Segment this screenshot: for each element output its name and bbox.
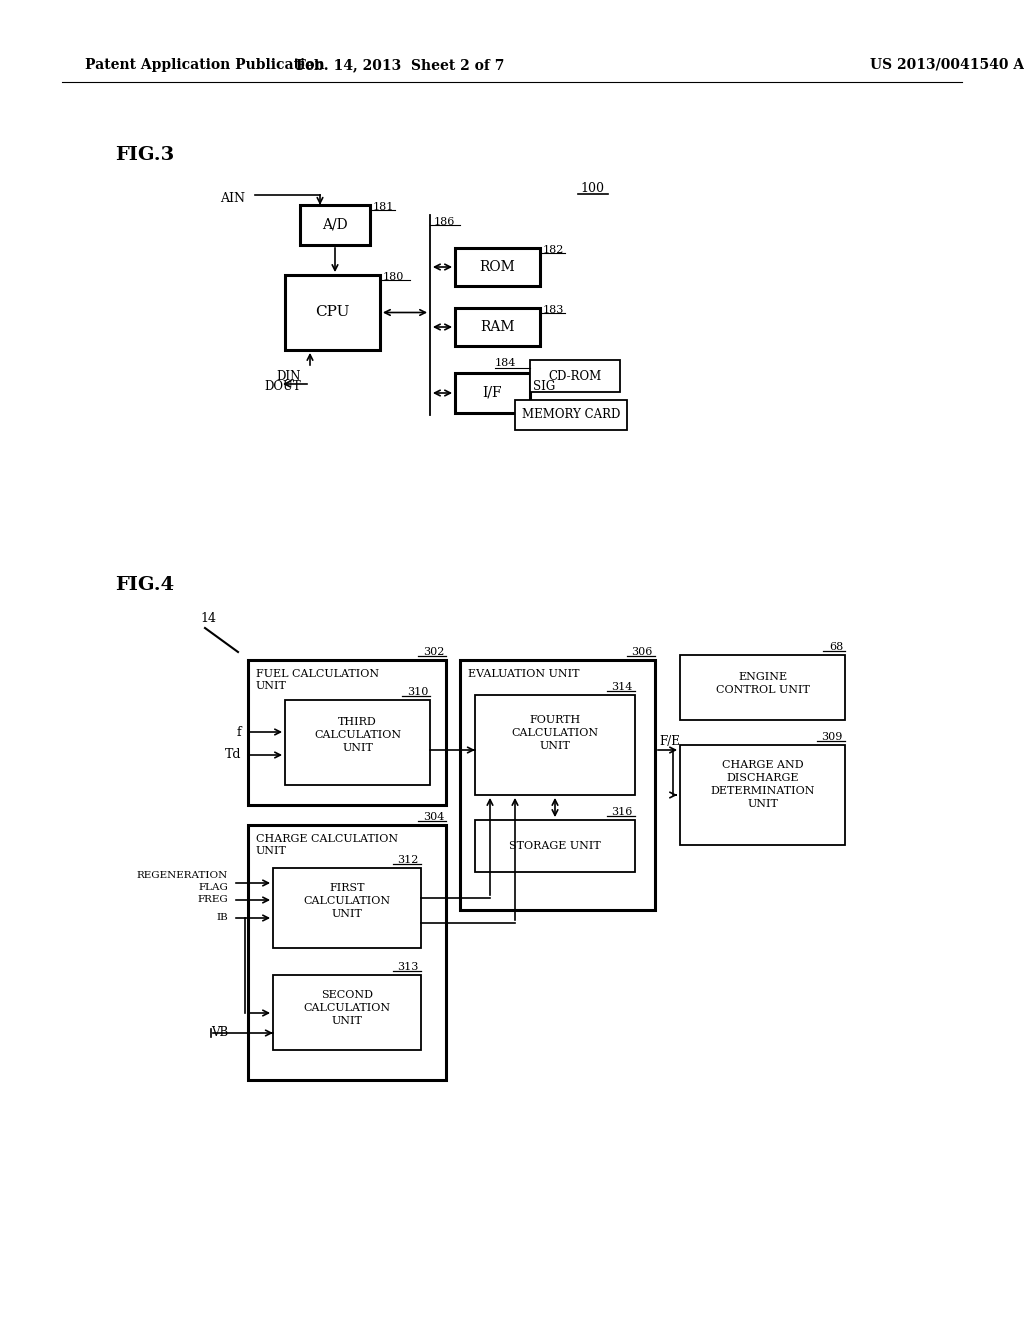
Bar <box>680 655 845 719</box>
Bar <box>300 205 370 246</box>
Text: UNIT: UNIT <box>256 681 287 690</box>
Text: CD-ROM: CD-ROM <box>549 370 602 383</box>
Text: A/D: A/D <box>323 218 348 232</box>
Bar <box>475 696 635 795</box>
Text: CALCULATION: CALCULATION <box>511 729 599 738</box>
Text: AIN: AIN <box>220 191 245 205</box>
Bar <box>455 248 540 286</box>
Text: CPU: CPU <box>315 305 350 319</box>
Text: UNIT: UNIT <box>332 1016 362 1026</box>
Text: 314: 314 <box>611 682 633 692</box>
Bar <box>455 374 530 413</box>
Text: UNIT: UNIT <box>256 846 287 855</box>
Text: CHARGE AND: CHARGE AND <box>722 760 803 770</box>
Bar <box>680 744 845 845</box>
Text: 312: 312 <box>397 855 419 865</box>
Text: CALCULATION: CALCULATION <box>303 896 390 906</box>
Text: UNIT: UNIT <box>342 743 373 752</box>
Text: 310: 310 <box>407 686 428 697</box>
Text: I/F: I/F <box>482 385 503 400</box>
Text: UNIT: UNIT <box>332 909 362 919</box>
Text: FIG.4: FIG.4 <box>115 576 174 594</box>
Bar <box>475 820 635 873</box>
Text: CALCULATION: CALCULATION <box>303 1003 390 1012</box>
Text: DIN: DIN <box>276 370 301 383</box>
Text: 181: 181 <box>373 202 394 213</box>
Bar <box>285 275 380 350</box>
Text: FOURTH: FOURTH <box>529 715 581 725</box>
Text: SECOND: SECOND <box>321 990 373 1001</box>
Text: CALCULATION: CALCULATION <box>314 730 401 741</box>
Bar <box>273 975 421 1049</box>
Bar <box>248 660 446 805</box>
Text: DISCHARGE: DISCHARGE <box>726 774 799 783</box>
Text: 186: 186 <box>434 216 456 227</box>
Bar <box>285 700 430 785</box>
Text: f: f <box>237 726 241 738</box>
Bar <box>455 308 540 346</box>
Text: Td: Td <box>224 748 241 762</box>
Text: 302: 302 <box>423 647 444 657</box>
Text: FIG.3: FIG.3 <box>115 147 174 164</box>
Text: Feb. 14, 2013  Sheet 2 of 7: Feb. 14, 2013 Sheet 2 of 7 <box>296 58 504 73</box>
Text: 14: 14 <box>200 611 216 624</box>
Bar <box>248 825 446 1080</box>
Text: DOUT: DOUT <box>264 380 301 392</box>
Bar <box>460 660 655 909</box>
Text: 100: 100 <box>580 181 604 194</box>
Text: Patent Application Publication: Patent Application Publication <box>85 58 325 73</box>
Bar <box>515 400 627 430</box>
Text: 182: 182 <box>543 246 564 255</box>
Text: 306: 306 <box>632 647 653 657</box>
Bar <box>273 869 421 948</box>
Text: FUEL CALCULATION: FUEL CALCULATION <box>256 669 379 678</box>
Text: 313: 313 <box>397 962 419 972</box>
Text: DETERMINATION: DETERMINATION <box>711 785 815 796</box>
Text: 68: 68 <box>828 642 843 652</box>
Text: CONTROL UNIT: CONTROL UNIT <box>716 685 809 696</box>
Text: F/E: F/E <box>659 735 680 748</box>
Bar <box>530 360 620 392</box>
Text: UNIT: UNIT <box>540 741 570 751</box>
Text: STORAGE UNIT: STORAGE UNIT <box>509 841 601 851</box>
Text: 184: 184 <box>495 358 516 368</box>
Text: 309: 309 <box>821 733 843 742</box>
Text: ROM: ROM <box>479 260 515 275</box>
Text: SIG: SIG <box>534 380 555 393</box>
Text: IB: IB <box>216 913 228 923</box>
Text: REGENERATION: REGENERATION <box>137 870 228 879</box>
Text: EVALUATION UNIT: EVALUATION UNIT <box>468 669 580 678</box>
Text: US 2013/0041540 A1: US 2013/0041540 A1 <box>870 58 1024 73</box>
Text: FREG: FREG <box>198 895 228 904</box>
Text: FLAG: FLAG <box>198 883 228 891</box>
Text: 180: 180 <box>383 272 404 282</box>
Text: RAM: RAM <box>480 319 515 334</box>
Text: ENGINE: ENGINE <box>738 672 787 682</box>
Text: VB: VB <box>211 1027 228 1040</box>
Text: CHARGE CALCULATION: CHARGE CALCULATION <box>256 834 398 843</box>
Text: FIRST: FIRST <box>330 883 365 894</box>
Text: MEMORY CARD: MEMORY CARD <box>522 408 621 421</box>
Text: THIRD: THIRD <box>338 717 377 727</box>
Text: 304: 304 <box>423 812 444 822</box>
Text: UNIT: UNIT <box>748 799 778 809</box>
Text: 316: 316 <box>611 807 633 817</box>
Text: 183: 183 <box>543 305 564 315</box>
